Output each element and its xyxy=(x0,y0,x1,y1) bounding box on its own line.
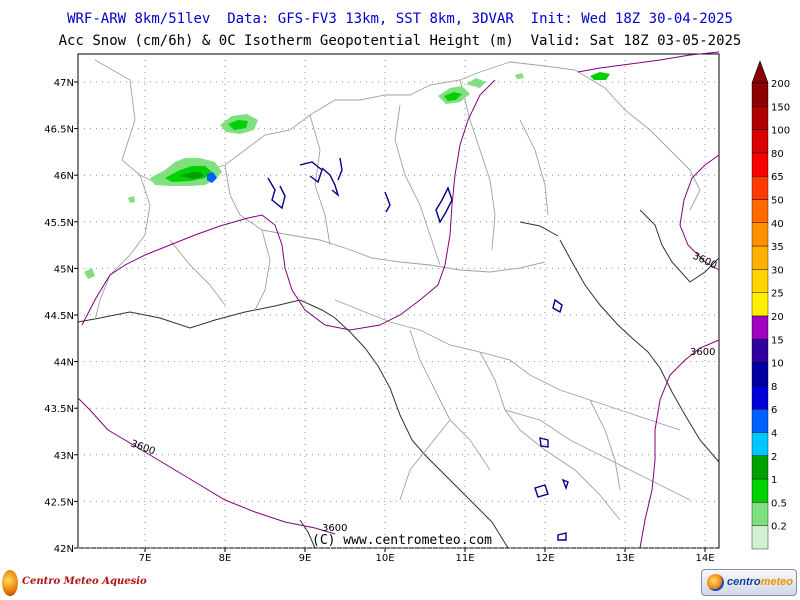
colorbar-label: 10 xyxy=(771,359,784,370)
logo-centro-meteo-aquesio[interactable]: Centro Meteo Aquesio xyxy=(2,568,147,598)
logo-right-text-a: centro xyxy=(727,576,761,588)
colorbar-extend-arrow xyxy=(751,60,769,84)
logo-emblem-icon xyxy=(2,570,18,596)
colorbar-swatch xyxy=(751,315,769,340)
colorbar-label: 100 xyxy=(771,126,790,137)
latitude-label: 47N xyxy=(54,78,74,89)
header-title-line1: WRF-ARW 8km/51lev Data: GFS-FV3 13km, SS… xyxy=(67,11,733,27)
colorbar-swatch xyxy=(751,339,769,363)
colorbar-swatch xyxy=(751,129,769,154)
admin-boundaries xyxy=(94,59,701,521)
colorbar-swatch xyxy=(751,385,769,410)
colorbar-label: 0.5 xyxy=(771,498,787,509)
colorbar-swatch xyxy=(751,525,769,550)
map-grid xyxy=(74,54,719,552)
colorbar-swatch xyxy=(751,292,769,317)
colorbar-label: 200 xyxy=(771,79,790,90)
latitude-label: 42.5N xyxy=(44,497,74,508)
latitude-label: 45N xyxy=(54,264,74,275)
longitude-label: 12E xyxy=(535,553,554,564)
colorbar-swatch xyxy=(751,455,769,480)
map-frame xyxy=(77,53,720,549)
snow-areas xyxy=(84,72,610,279)
colorbar-label: 150 xyxy=(771,102,790,113)
logo-right-text-b: meteo xyxy=(760,576,794,588)
contour-label: 3600 xyxy=(322,523,347,534)
colorbar-swatch xyxy=(751,199,769,223)
colorbar-swatch xyxy=(751,269,769,293)
longitude-label: 13E xyxy=(615,553,634,564)
latitude-label: 44.5N xyxy=(44,311,74,322)
longitude-label: 8E xyxy=(219,553,232,564)
latitude-label: 46.5N xyxy=(44,125,74,136)
colorbar-label: 2 xyxy=(771,452,777,463)
coastline xyxy=(77,209,720,549)
header-title-line2: Acc Snow (cm/6h) & 0C Isotherm Geopotent… xyxy=(58,33,742,49)
colorbar-label: 65 xyxy=(771,172,784,183)
colorbar-label: 35 xyxy=(771,242,784,253)
colorbar-label: 4 xyxy=(771,429,777,440)
colorbar: 200 150 100 80 65 50 40 35 30 25 20 15 10 8 6 4 2 1 0.5 0.2 xyxy=(751,60,790,550)
longitude-label: 14E xyxy=(695,553,714,564)
logo-right-text: centrometeo xyxy=(727,576,793,588)
longitude-label: 10E xyxy=(375,553,394,564)
colorbar-label: 30 xyxy=(771,265,784,276)
colorbar-label: 40 xyxy=(771,219,784,230)
latitude-label: 42N xyxy=(54,544,74,555)
colorbar-label: 0.2 xyxy=(771,522,787,533)
contour-label: 3600 xyxy=(690,347,715,358)
colorbar-swatch xyxy=(751,432,769,456)
colorbar-swatch xyxy=(751,106,769,130)
colorbar-label: 6 xyxy=(771,405,777,416)
longitude-label: 7E xyxy=(139,553,152,564)
logo-centrometeo[interactable]: centrometeo xyxy=(701,569,797,596)
colorbar-swatch xyxy=(751,478,769,503)
colorbar-swatch xyxy=(751,82,769,107)
colorbar-swatch xyxy=(751,409,769,433)
colorbar-label: 50 xyxy=(771,196,784,207)
longitude-labels: 7E 8E 9E 10E 11E 12E 13E 14E xyxy=(139,553,715,564)
colorbar-label: 80 xyxy=(771,149,784,160)
colorbar-swatch xyxy=(751,502,769,526)
globe-icon xyxy=(707,574,724,591)
latitude-labels: 47N 46.5N 46N 45.5N 45N 44.5N 44N 43.5N 43N 42.5N… xyxy=(44,78,74,555)
colorbar-label: 20 xyxy=(771,312,784,323)
colorbar-label: 1 xyxy=(771,475,777,486)
latitude-label: 46N xyxy=(54,171,74,182)
colorbar-swatch xyxy=(751,245,769,270)
latitude-label: 43N xyxy=(54,451,74,462)
colorbar-swatch xyxy=(751,152,769,177)
colorbar-label: 8 xyxy=(771,382,777,393)
isotherm-contours xyxy=(77,51,720,549)
longitude-label: 9E xyxy=(299,553,312,564)
colorbar-swatch xyxy=(751,222,769,247)
copyright-text: (C) www.centrometeo.com xyxy=(312,533,493,548)
latitude-label: 45.5N xyxy=(44,218,74,229)
colorbar-swatch xyxy=(751,175,769,200)
colorbar-label: 15 xyxy=(771,335,784,346)
logo-left-text: Centro Meteo Aquesio xyxy=(22,576,147,587)
colorbar-label: 25 xyxy=(771,289,784,300)
colorbar-swatch xyxy=(751,362,769,387)
longitude-label: 11E xyxy=(455,553,474,564)
latitude-label: 43.5N xyxy=(44,404,74,415)
latitude-label: 44N xyxy=(54,358,74,369)
